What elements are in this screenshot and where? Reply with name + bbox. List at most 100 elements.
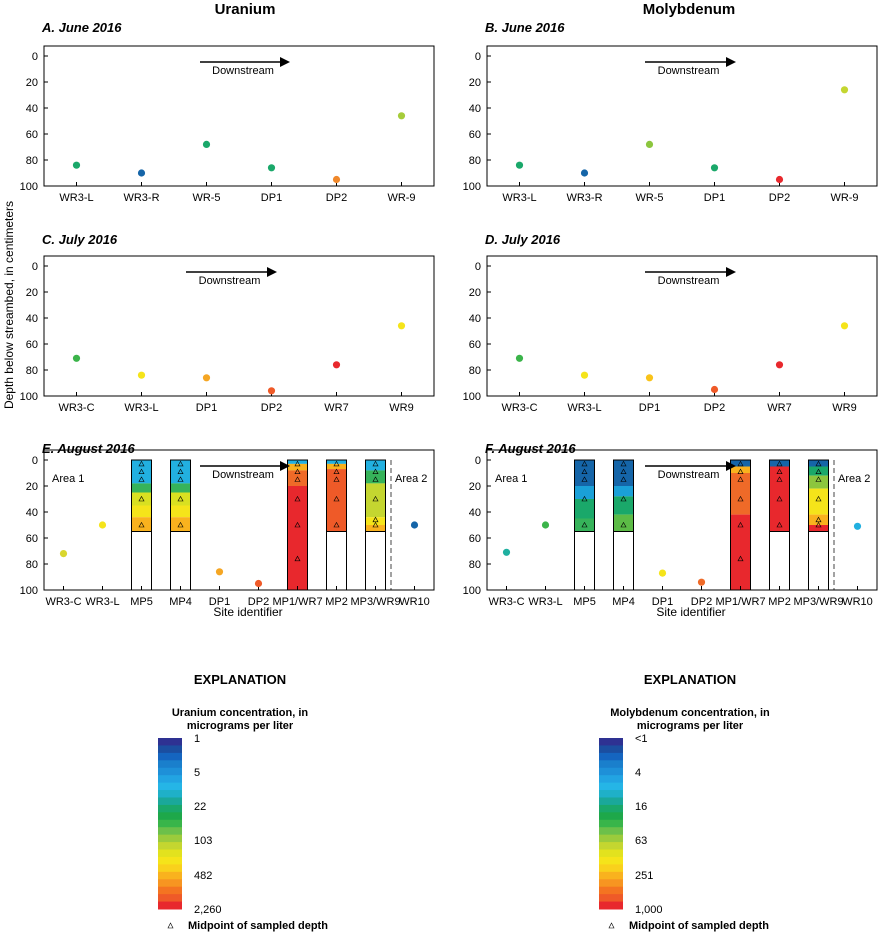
profile-mp1-wr7 (287, 459, 308, 591)
midpoint-marker (372, 460, 379, 467)
profile-band (769, 466, 790, 532)
scale-swatch (158, 767, 182, 776)
x-tick-label-dp2: DP2 (261, 402, 282, 414)
midpoint-marker (776, 495, 783, 502)
scale-swatch (158, 827, 182, 836)
point-wr7 (775, 361, 784, 369)
uranium-header: Uranium (215, 1, 276, 18)
midpoint-marker (581, 495, 588, 502)
point-dp2 (775, 175, 784, 184)
profile-band (574, 460, 595, 486)
midpoint-marker (737, 495, 744, 502)
scale-tick-label: 4 (635, 767, 641, 779)
panel-c: C. July 2016 0 20 40 60 80 100 WR3-C WR3-L DP1 DP2… (20, 232, 435, 414)
midpoint-marker (737, 476, 744, 482)
scale-swatch (158, 782, 182, 791)
midpoint-legend-icon (608, 922, 615, 929)
profile-band (131, 517, 152, 532)
scale-swatch (599, 849, 623, 858)
y-tick-label: 20 (26, 287, 38, 299)
downstream-arrow-head (726, 267, 736, 277)
downstream-label: Downstream (212, 65, 274, 77)
point-dp1 (658, 569, 667, 577)
midpoint-marker (620, 468, 627, 474)
midpoint-marker (177, 460, 184, 467)
scale-swatch (158, 812, 182, 821)
profile-mp3-wr9 (365, 459, 386, 591)
scale-swatch (158, 856, 182, 865)
midpoint-marker (737, 468, 744, 474)
point-wr-5 (202, 140, 211, 148)
profile-band (170, 460, 191, 484)
x-tick-label-dp2: DP2 (248, 596, 269, 608)
profile-band (730, 514, 751, 590)
profile-empty (574, 531, 595, 590)
point-dp2 (697, 578, 706, 586)
midpoint-marker (581, 521, 588, 528)
midpoint-marker (177, 521, 184, 528)
y-tick-label: 40 (469, 103, 481, 115)
panel-title: E. August 2016 (42, 441, 135, 456)
scale-tick-label: 16 (635, 801, 647, 813)
point-dp1 (215, 568, 224, 576)
y-tick-label: 0 (32, 455, 38, 467)
point-dp2 (710, 385, 719, 394)
y-tick-label: 100 (20, 585, 38, 597)
y-tick-label: 60 (26, 129, 38, 141)
midpoint-marker (294, 555, 301, 562)
explanation-title: EXPLANATION (194, 672, 286, 687)
point-wr3-c (72, 354, 81, 362)
y-tick-label: 60 (469, 533, 481, 545)
midpoint-marker (138, 468, 145, 474)
profile-band (326, 469, 347, 532)
profile-mp3-wr9 (808, 459, 829, 591)
profile-band (170, 505, 191, 518)
scale-swatch (158, 745, 182, 754)
x-tick-label-wr3-l: WR3-L (59, 192, 93, 204)
point-wr3-c (59, 550, 68, 558)
explanation-uranium: EXPLANATION Uranium concentration, inmicr… (158, 672, 328, 932)
y-tick-label: 40 (26, 313, 38, 325)
x-tick-label-wr3-c: WR3-C (45, 596, 81, 608)
x-tick-label-wr-9: WR-9 (830, 192, 858, 204)
scale-swatch (158, 894, 182, 903)
downstream-arrow-head (726, 57, 736, 67)
scale-swatch (599, 886, 623, 895)
scale-swatch (158, 842, 182, 851)
y-tick-label: 80 (26, 155, 38, 167)
scale-swatch (599, 819, 623, 828)
x-tick-label-dp2: DP2 (326, 192, 347, 204)
scale-swatch (599, 864, 623, 873)
x-tick-label-wr-5: WR-5 (635, 192, 663, 204)
midpoint-marker (581, 460, 588, 467)
scale-swatch (599, 782, 623, 791)
profile-band (613, 496, 634, 515)
plot-frame (43, 449, 435, 591)
panel-b: B. June 2016 0 20 40 60 80 100 WR3-L WR3-R WR-5 DP… (463, 20, 878, 204)
plot-frame (486, 255, 878, 397)
y-tick-label: 20 (469, 287, 481, 299)
x-tick-label-mp5: MP5 (130, 596, 153, 608)
scale-swatch (599, 745, 623, 754)
y-tick-label: 80 (26, 559, 38, 571)
point-wr10 (410, 521, 419, 529)
x-tick-label-wr3-l: WR3-L (502, 192, 536, 204)
x-tick-label-wr3-r: WR3-R (123, 192, 159, 204)
y-tick-label: 0 (475, 455, 481, 467)
scale-swatch (599, 901, 623, 910)
scale-swatch (158, 804, 182, 813)
scale-swatch (158, 849, 182, 858)
scale-swatch (599, 827, 623, 836)
point-wr-9 (397, 112, 406, 120)
scale-swatch (158, 760, 182, 769)
midpoint-marker (294, 468, 301, 474)
y-tick-label: 60 (26, 339, 38, 351)
y-tick-label: 0 (32, 261, 38, 273)
profile-band (808, 525, 829, 532)
point-dp1 (710, 164, 719, 172)
x-tick-label-wr3-l: WR3-L (528, 596, 562, 608)
x-tick-label-wr-5: WR-5 (192, 192, 220, 204)
downstream-arrow-head (267, 267, 277, 277)
y-tick-label: 20 (469, 481, 481, 493)
x-tick-label-mp1-wr7: MP1/WR7 (272, 596, 322, 608)
